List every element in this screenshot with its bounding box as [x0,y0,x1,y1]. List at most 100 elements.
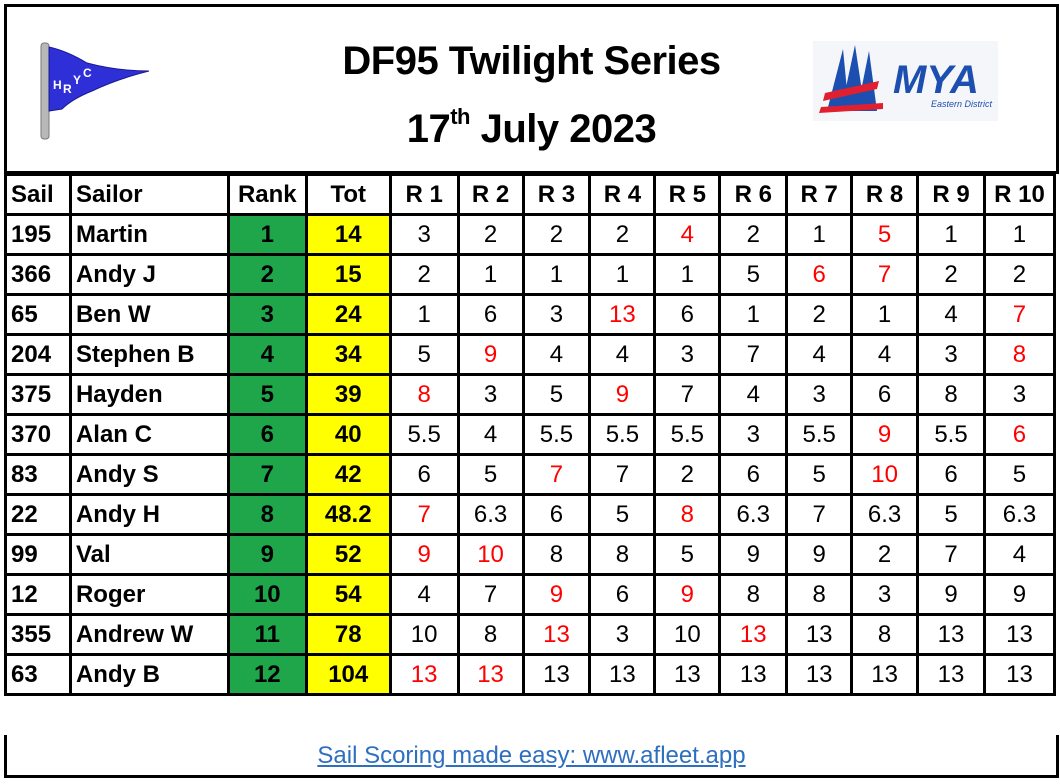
race-score: 4 [982,533,1057,576]
race-score: 4 [916,293,986,336]
column-header: R 3 [521,173,592,216]
rank-cell: 1 [226,213,308,256]
total-cell: 15 [304,253,392,296]
rank-cell: 8 [226,493,308,536]
total-cell: 104 [304,653,392,696]
rank-cell: 11 [226,613,308,656]
table-row: 366 Andy J 2 15 2 1 1 1 1 5 6 7 2 2 [4,253,1057,296]
sail-number: 355 [4,613,72,656]
race-score: 5.5 [588,413,657,456]
rank-cell: 2 [226,253,308,296]
discarded-race-score: 10 [850,453,920,496]
total-cell: 42 [304,453,392,496]
discarded-race-score: 13 [588,293,657,336]
sail-number: 22 [4,493,72,536]
race-score: 3 [388,213,460,256]
race-score: 7 [653,373,722,416]
race-score: 1 [521,253,592,296]
race-score: 5 [521,373,592,416]
race-score: 9 [982,573,1057,616]
discarded-race-score: 9 [456,333,525,376]
race-score: 6 [653,293,722,336]
column-header: Sailor [68,173,230,216]
table-row: 204 Stephen B 4 34 5 9 4 4 3 7 4 4 3 8 [4,333,1057,376]
race-score: 3 [916,333,986,376]
table-row: 355 Andrew W 11 78 10 8 13 3 10 13 13 8 13 13 [4,613,1057,656]
sailor-name: Andrew W [68,613,230,656]
total-cell: 34 [304,333,392,376]
race-score: 6 [718,453,789,496]
discarded-race-score: 10 [456,533,525,576]
race-score: 6 [456,293,525,336]
race-score: 8 [785,573,854,616]
race-score: 13 [785,613,854,656]
race-score: 2 [588,213,657,256]
race-score: 2 [521,213,592,256]
race-score: 5.5 [916,413,986,456]
rank-cell: 4 [226,333,308,376]
rank-cell: 6 [226,413,308,456]
race-score: 8 [916,373,986,416]
svg-text:C: C [83,66,92,80]
race-score: 3 [456,373,525,416]
race-score: 6.3 [456,493,525,536]
sailor-name: Stephen B [68,333,230,376]
sailor-name: Andy J [68,253,230,296]
discarded-race-score: 9 [653,573,722,616]
race-score: 9 [718,533,789,576]
sailor-name: Andy S [68,453,230,496]
table-row: 370 Alan C 6 40 5.5 4 5.5 5.5 5.5 3 5.5 9 5.5 6 [4,413,1057,456]
column-header: R 7 [785,173,854,216]
discarded-race-score: 7 [521,453,592,496]
total-cell: 40 [304,413,392,456]
results-header: H R Y C DF95 Twilight Series 17th July 2… [4,4,1059,174]
race-score: 2 [388,253,460,296]
discarded-race-score: 13 [456,653,525,696]
race-score: 3 [718,413,789,456]
race-score: 10 [653,613,722,656]
afleet-link[interactable]: Sail Scoring made easy: www.afleet.app [317,742,746,769]
total-cell: 14 [304,213,392,256]
race-score: 5 [916,493,986,536]
table-row: 195 Martin 1 14 3 2 2 2 4 2 1 5 1 1 [4,213,1057,256]
discarded-race-score: 6 [982,413,1057,456]
rank-cell: 3 [226,293,308,336]
column-header: Rank [226,173,308,216]
column-header: R 1 [388,173,460,216]
series-title: DF95 Twilight Series [342,39,721,83]
table-row: 22 Andy H 8 48.2 7 6.3 6 5 8 6.3 7 6.3 5 6.3 [4,493,1057,536]
table-row: 99 Val 9 52 9 10 8 8 5 9 9 2 7 4 [4,533,1057,576]
discarded-race-score: 9 [850,413,920,456]
race-score: 5.5 [521,413,592,456]
rank-cell: 10 [226,573,308,616]
column-header: Sail [4,173,72,216]
table-row: 65 Ben W 3 24 1 6 3 13 6 1 2 1 4 7 [4,293,1057,336]
race-score: 9 [916,573,986,616]
race-score: 2 [982,253,1057,296]
race-score: 8 [456,613,525,656]
discarded-race-score: 6 [785,253,854,296]
sailor-name: Alan C [68,413,230,456]
race-score: 1 [916,213,986,256]
total-cell: 78 [304,613,392,656]
race-score: 5 [588,493,657,536]
discarded-race-score: 5 [850,213,920,256]
race-score: 4 [718,373,789,416]
race-score: 5 [456,453,525,496]
discarded-race-score: 7 [982,293,1057,336]
total-cell: 24 [304,293,392,336]
footer: Sail Scoring made easy: www.afleet.app [4,735,1059,778]
sail-number: 370 [4,413,72,456]
race-score: 4 [388,573,460,616]
race-score: 2 [916,253,986,296]
race-score: 8 [521,533,592,576]
table-row: 63 Andy B 12 104 13 13 13 13 13 13 13 13 13 13 [4,653,1057,696]
race-score: 3 [521,293,592,336]
svg-text:MYA: MYA [893,58,979,102]
race-score: 2 [718,213,789,256]
race-score: 5.5 [388,413,460,456]
svg-text:R: R [63,82,72,96]
race-score: 6 [850,373,920,416]
